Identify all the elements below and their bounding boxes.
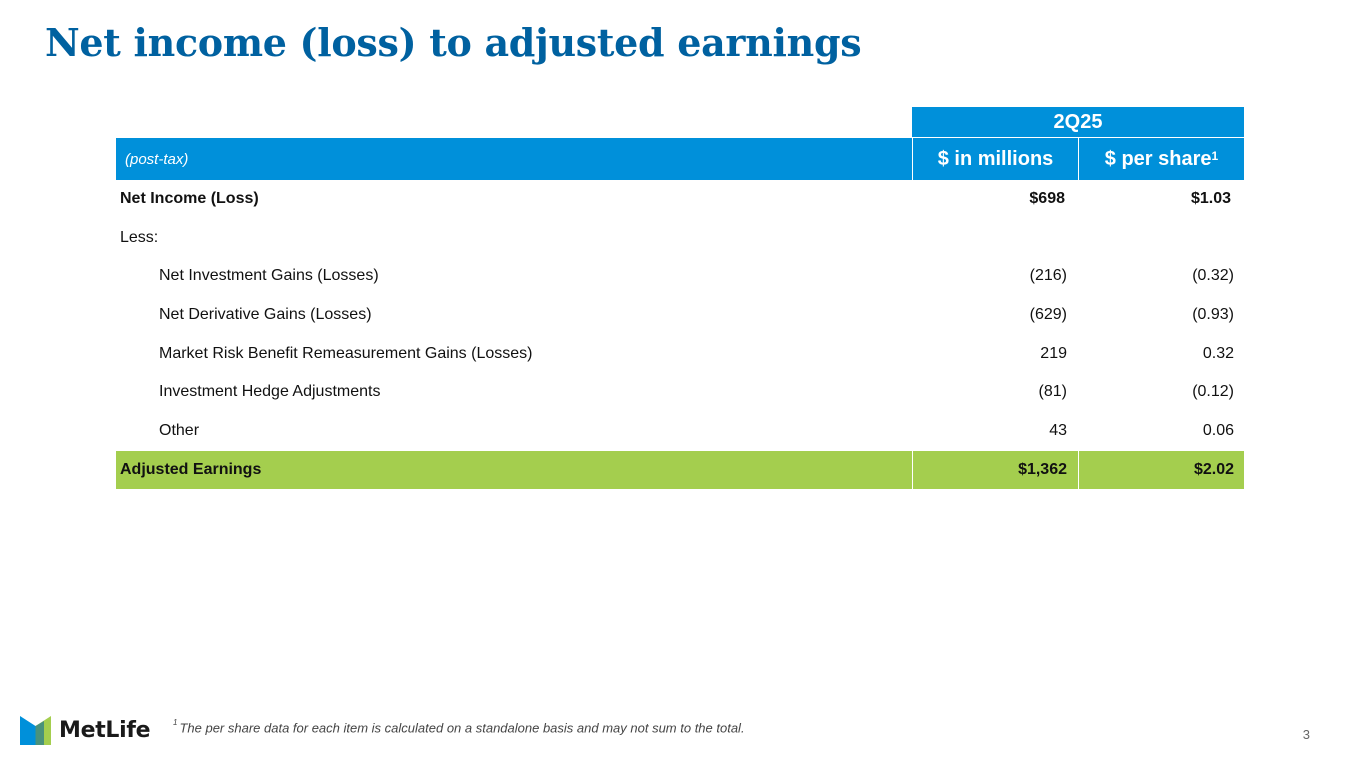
earnings-table: 2Q25 (post-tax) $ in millions $ per shar… [116,107,1244,490]
basis-label: (post-tax) [116,138,912,180]
row-label: Investment Hedge Adjustments [159,383,381,401]
row-value-millions: $698 [1029,190,1065,208]
row-value-per-share: (0.32) [1192,267,1234,285]
table-row: Net Derivative Gains (Losses) (629) (0.9… [116,296,1244,335]
column-header-millions: $ in millions [912,138,1078,180]
period-header: 2Q25 [912,107,1244,137]
row-value-millions: (81) [1038,383,1067,401]
footnote-text: The per share data for each item is calc… [179,720,745,736]
row-value-millions: (216) [1029,267,1067,285]
row-label: Net Investment Gains (Losses) [159,267,379,285]
page-number: 3 [1302,727,1310,742]
row-value-per-share: $1.03 [1190,190,1231,208]
footnote-marker: 1 [1211,149,1219,163]
column-header-per-share: $ per share 1 [1078,138,1244,180]
table-row: Investment Hedge Adjustments (81) (0.12) [116,373,1244,412]
period-header-row: 2Q25 [116,107,1244,137]
table-row: Other 43 0.06 [116,412,1244,451]
table-row: Net Income (Loss) $698 $1.03 [116,180,1244,219]
metlife-logo: MetLife [20,716,151,745]
brand-name: MetLife [59,718,151,743]
table-row: Less: [116,219,1244,258]
total-value-per-share: $2.02 [1078,451,1244,490]
row-label: Net Income (Loss) [120,190,259,208]
row-label: Other [159,421,200,439]
column-header-row: (post-tax) $ in millions $ per share 1 [116,138,1244,180]
row-label: Less: [120,228,159,246]
footnote-marker: 1 [173,718,178,727]
row-value-per-share: (0.12) [1192,383,1234,401]
total-row: Adjusted Earnings $1,362 $2.02 [116,451,1244,490]
row-label: Market Risk Benefit Remeasurement Gains … [159,344,533,362]
row-value-per-share: 0.06 [1202,421,1234,439]
row-value-millions: 43 [1049,421,1067,439]
table-row: Market Risk Benefit Remeasurement Gains … [116,334,1244,373]
metlife-logo-icon [20,716,51,745]
per-share-label: $ per share [1104,147,1212,170]
header-spacer [116,107,912,137]
total-label: Adjusted Earnings [120,461,262,479]
row-label: Net Derivative Gains (Losses) [159,306,372,324]
row-value-per-share: 0.32 [1202,344,1234,362]
footnote: 1 The per share data for each item is cal… [173,718,745,736]
row-value-millions: (629) [1029,306,1067,324]
row-value-millions: 219 [1040,344,1067,362]
page-title: Net income (loss) to adjusted earnings [45,20,862,65]
row-value-per-share: (0.93) [1192,306,1234,324]
total-value-millions: $1,362 [912,451,1078,490]
table-row: Net Investment Gains (Losses) (216) (0.3… [116,257,1244,296]
